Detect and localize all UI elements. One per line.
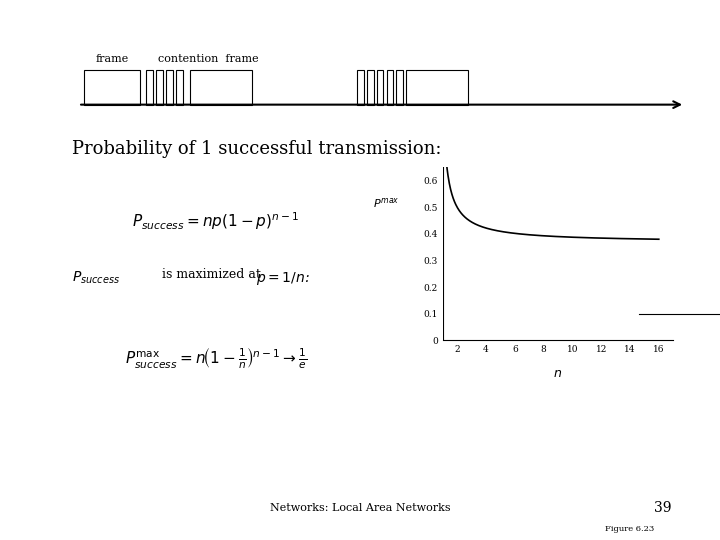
Text: $P^{max}$: $P^{max}$ [373,195,400,210]
Bar [166,70,173,105]
Text: 39: 39 [654,501,671,515]
Bar [366,70,374,105]
Bar [84,70,140,105]
Text: $P^{\mathrm{max}}_{success} = n\!\left(1-\frac{1}{n}\right)^{\!n-1} \rightarrow : $P^{\mathrm{max}}_{success} = n\!\left(1… [125,346,307,371]
Bar [406,70,468,105]
Bar [357,70,364,105]
Text: Figure 6.23: Figure 6.23 [606,525,654,533]
Text: is maximized at: is maximized at [158,268,265,281]
Bar [146,70,153,105]
Text: $P_{success}$: $P_{success}$ [72,270,120,286]
Bar [189,70,251,105]
Text: Networks: Local Area Networks: Networks: Local Area Networks [270,503,450,512]
Bar [156,70,163,105]
Text: contention  frame: contention frame [158,55,258,64]
Text: frame: frame [96,55,129,64]
Text: Probability of 1 successful transmission:: Probability of 1 successful transmission… [72,140,441,158]
Bar [397,70,403,105]
Text: $P_{success} = np(1-p)^{n-1}$: $P_{success} = np(1-p)^{n-1}$ [132,211,300,232]
Text: $n$: $n$ [554,367,562,380]
Bar [377,70,384,105]
Bar [176,70,183,105]
Bar [387,70,393,105]
Text: $p=1/n$:: $p=1/n$: [256,270,310,287]
